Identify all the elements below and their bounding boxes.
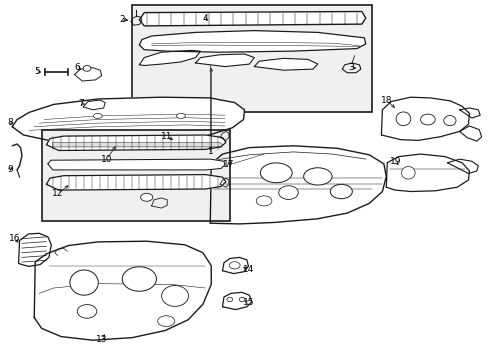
Text: 2: 2	[119, 15, 125, 24]
Ellipse shape	[83, 66, 91, 71]
Ellipse shape	[122, 267, 156, 291]
Text: 9: 9	[7, 165, 13, 174]
Text: 11: 11	[160, 132, 172, 141]
Polygon shape	[48, 159, 224, 170]
Text: 6: 6	[74, 63, 80, 72]
Text: 12: 12	[52, 189, 63, 198]
Polygon shape	[46, 175, 225, 190]
Text: 10: 10	[101, 154, 112, 163]
Ellipse shape	[70, 270, 98, 295]
Text: 19: 19	[389, 157, 401, 166]
Polygon shape	[19, 233, 51, 266]
Ellipse shape	[176, 113, 185, 118]
Ellipse shape	[256, 196, 271, 206]
Polygon shape	[34, 241, 211, 340]
Ellipse shape	[239, 297, 244, 302]
Ellipse shape	[141, 193, 153, 201]
Text: 3: 3	[347, 63, 353, 72]
Text: 7: 7	[78, 99, 83, 108]
Bar	[132, 5, 371, 112]
Text: 5: 5	[34, 68, 40, 77]
Ellipse shape	[161, 285, 188, 306]
Ellipse shape	[278, 186, 298, 199]
Ellipse shape	[229, 262, 240, 269]
Ellipse shape	[77, 305, 97, 318]
Text: 13: 13	[96, 335, 107, 343]
Text: 15: 15	[242, 298, 254, 307]
Text: 14: 14	[242, 266, 254, 274]
Ellipse shape	[395, 112, 410, 126]
Polygon shape	[447, 159, 477, 174]
Polygon shape	[195, 54, 254, 67]
Polygon shape	[381, 97, 468, 140]
Ellipse shape	[93, 113, 102, 118]
Ellipse shape	[401, 166, 414, 179]
Ellipse shape	[330, 184, 351, 199]
Polygon shape	[139, 50, 200, 66]
Polygon shape	[53, 143, 222, 147]
Bar	[41, 130, 229, 221]
Text: 17: 17	[223, 161, 234, 169]
Text: 18: 18	[380, 95, 391, 104]
Polygon shape	[254, 58, 317, 70]
Polygon shape	[139, 31, 365, 52]
Ellipse shape	[303, 168, 331, 185]
Polygon shape	[459, 108, 479, 118]
Text: 8: 8	[7, 118, 13, 127]
Ellipse shape	[443, 116, 455, 126]
Text: 1: 1	[208, 148, 214, 156]
Ellipse shape	[420, 114, 434, 125]
Polygon shape	[210, 146, 386, 224]
Text: 16: 16	[9, 234, 20, 243]
Ellipse shape	[226, 297, 232, 302]
Polygon shape	[12, 97, 244, 144]
Polygon shape	[459, 126, 481, 141]
Ellipse shape	[157, 316, 175, 327]
Text: 4: 4	[202, 14, 208, 23]
Polygon shape	[46, 135, 225, 150]
Ellipse shape	[260, 163, 291, 183]
Polygon shape	[139, 12, 365, 26]
Polygon shape	[386, 154, 468, 192]
